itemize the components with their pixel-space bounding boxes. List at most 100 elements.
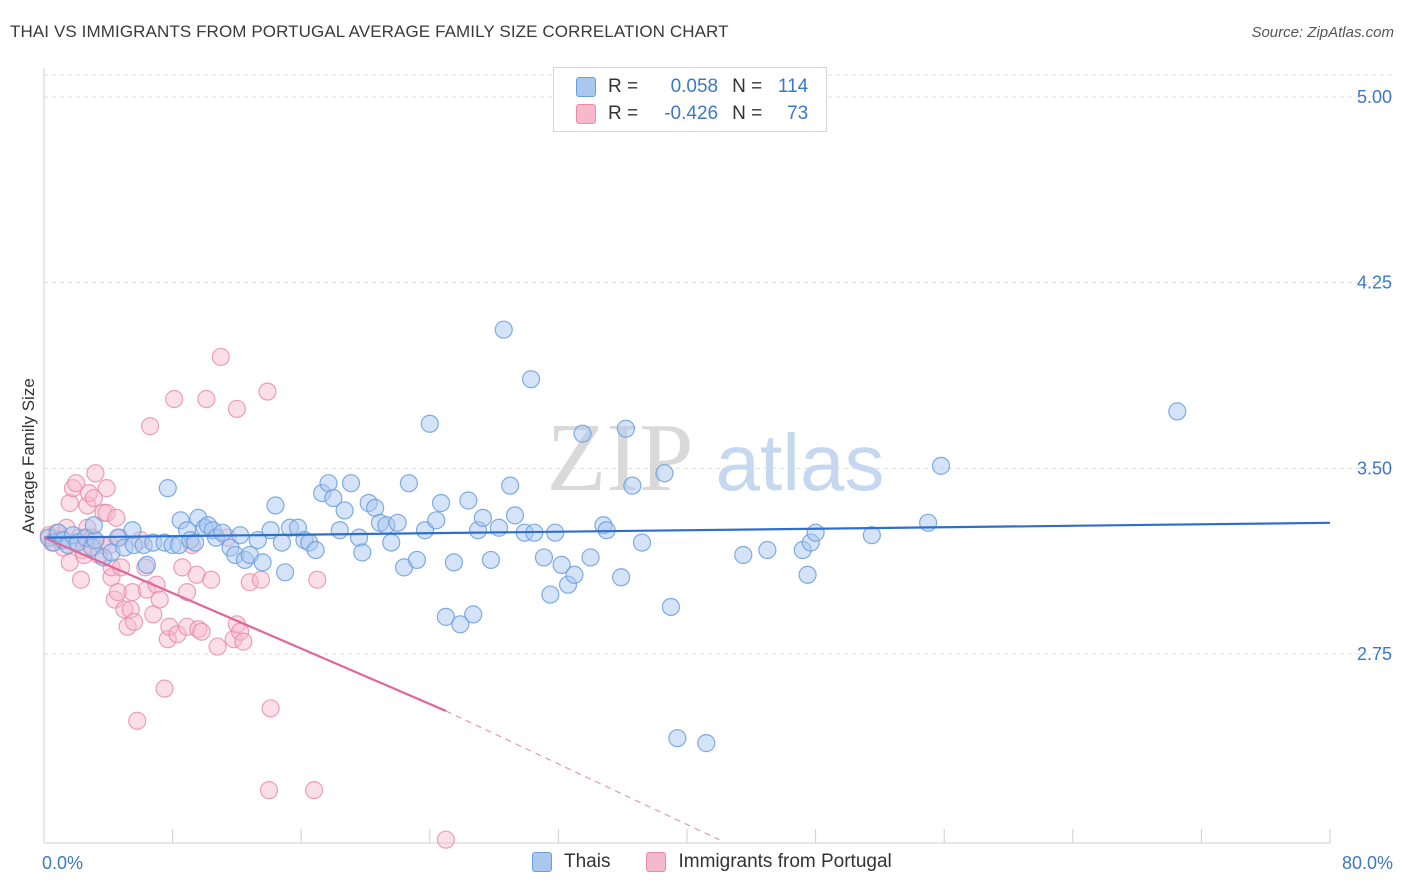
chart-title: THAI VS IMMIGRANTS FROM PORTUGAL AVERAGE… bbox=[10, 22, 729, 41]
point-thais bbox=[661, 597, 681, 617]
legend-r-label: R = bbox=[608, 103, 639, 124]
point-portugal bbox=[234, 632, 253, 651]
point-portugal bbox=[436, 830, 455, 849]
point-portugal bbox=[168, 625, 187, 644]
point-thais bbox=[931, 456, 951, 475]
point-portugal bbox=[189, 620, 208, 639]
legend-r-value: 0.058 bbox=[670, 76, 719, 97]
y-axis-label: Average Family Size bbox=[19, 378, 38, 534]
point-thais bbox=[611, 568, 631, 587]
trend-lines bbox=[43, 521, 1331, 841]
point-thais bbox=[862, 526, 881, 545]
legend-r-label: R = bbox=[608, 76, 639, 97]
point-thais bbox=[501, 476, 520, 495]
point-portugal bbox=[71, 570, 91, 589]
point-portugal bbox=[177, 617, 197, 636]
point-thais bbox=[919, 513, 938, 532]
stats-legend: R = 0.058 N = 114 R = -0.426 N = 73 bbox=[553, 67, 827, 132]
legend-item-thais: Thais bbox=[532, 851, 610, 873]
point-thais bbox=[473, 508, 492, 527]
point-portugal bbox=[240, 573, 259, 592]
point-thais bbox=[481, 550, 500, 570]
point-thais bbox=[451, 615, 470, 634]
point-portugal bbox=[155, 679, 174, 698]
series-legend: Thais Immigrants from Portugal bbox=[532, 851, 928, 873]
point-thais bbox=[616, 419, 636, 438]
point-thais bbox=[407, 550, 427, 570]
point-portugal bbox=[86, 464, 105, 483]
point-portugal bbox=[259, 781, 279, 800]
point-thais bbox=[655, 464, 674, 483]
point-portugal bbox=[165, 389, 184, 409]
point-thais bbox=[272, 533, 292, 552]
point-thais bbox=[324, 488, 343, 508]
point-portugal bbox=[97, 479, 116, 498]
point-thais bbox=[382, 533, 401, 552]
legend-swatch-thais bbox=[576, 77, 596, 97]
point-thais bbox=[399, 474, 419, 493]
point-thais bbox=[758, 540, 777, 560]
point-thais bbox=[431, 493, 451, 513]
point-thais bbox=[341, 474, 361, 493]
point-portugal bbox=[251, 570, 271, 589]
point-thais bbox=[668, 729, 687, 748]
x-tick-label-right: 80.0% bbox=[1342, 853, 1393, 873]
point-thais bbox=[573, 424, 592, 443]
legend-n-label: N = bbox=[732, 76, 763, 97]
point-portugal bbox=[211, 347, 230, 367]
point-portugal bbox=[84, 488, 103, 508]
point-thais bbox=[137, 555, 156, 574]
point-thais bbox=[1168, 402, 1187, 421]
point-thais bbox=[489, 518, 509, 537]
point-thais bbox=[541, 585, 560, 604]
point-thais bbox=[353, 543, 372, 562]
point-thais bbox=[266, 496, 285, 515]
watermark: ZIP atlas bbox=[547, 404, 885, 512]
point-portugal bbox=[304, 781, 324, 800]
point-thais bbox=[388, 513, 407, 532]
legend-item-portugal: Immigrants from Portugal bbox=[646, 851, 892, 873]
y-tick-label: 3.50 bbox=[1357, 458, 1392, 478]
legend-r-value: -0.426 bbox=[664, 103, 719, 124]
point-thais bbox=[349, 528, 369, 547]
point-portugal bbox=[202, 570, 221, 589]
watermark-atlas: atlas bbox=[716, 418, 885, 507]
point-thais bbox=[623, 476, 642, 495]
point-portugal bbox=[128, 711, 147, 730]
point-thais bbox=[84, 516, 103, 535]
point-portugal bbox=[123, 583, 142, 602]
legend-label-portugal: Immigrants from Portugal bbox=[678, 851, 892, 872]
y-tick-label: 4.25 bbox=[1357, 273, 1392, 293]
point-portugal bbox=[107, 508, 126, 527]
point-portugal bbox=[261, 699, 280, 718]
point-thais bbox=[335, 501, 354, 520]
point-thais bbox=[734, 545, 753, 565]
x-tick-label-left: 0.0% bbox=[42, 853, 83, 873]
y-tick-labels: 5.00 4.25 3.50 2.75 bbox=[1357, 87, 1392, 664]
legend-n-value: 73 bbox=[787, 103, 809, 124]
point-portugal bbox=[67, 474, 86, 493]
point-thais bbox=[697, 734, 716, 753]
point-thais bbox=[798, 565, 817, 584]
point-thais bbox=[459, 491, 478, 510]
legend-swatch-portugal bbox=[646, 852, 667, 872]
series-portugal-points bbox=[39, 347, 455, 849]
legend-n-value: 114 bbox=[777, 76, 809, 97]
point-thais bbox=[534, 548, 554, 567]
watermark-zip: ZIP bbox=[547, 404, 694, 512]
point-portugal bbox=[108, 583, 128, 602]
point-portugal bbox=[140, 417, 160, 436]
point-thais bbox=[494, 320, 513, 339]
point-thais bbox=[552, 555, 571, 574]
point-portugal bbox=[192, 622, 211, 641]
point-thais bbox=[464, 605, 483, 624]
point-portugal bbox=[187, 565, 206, 584]
trend-line-thais bbox=[43, 521, 1331, 539]
point-thais bbox=[186, 533, 205, 552]
legend-n-label: N = bbox=[732, 103, 763, 124]
point-thais bbox=[276, 563, 295, 582]
point-thais bbox=[444, 553, 464, 572]
point-portugal bbox=[150, 590, 169, 609]
point-thais bbox=[253, 553, 272, 572]
